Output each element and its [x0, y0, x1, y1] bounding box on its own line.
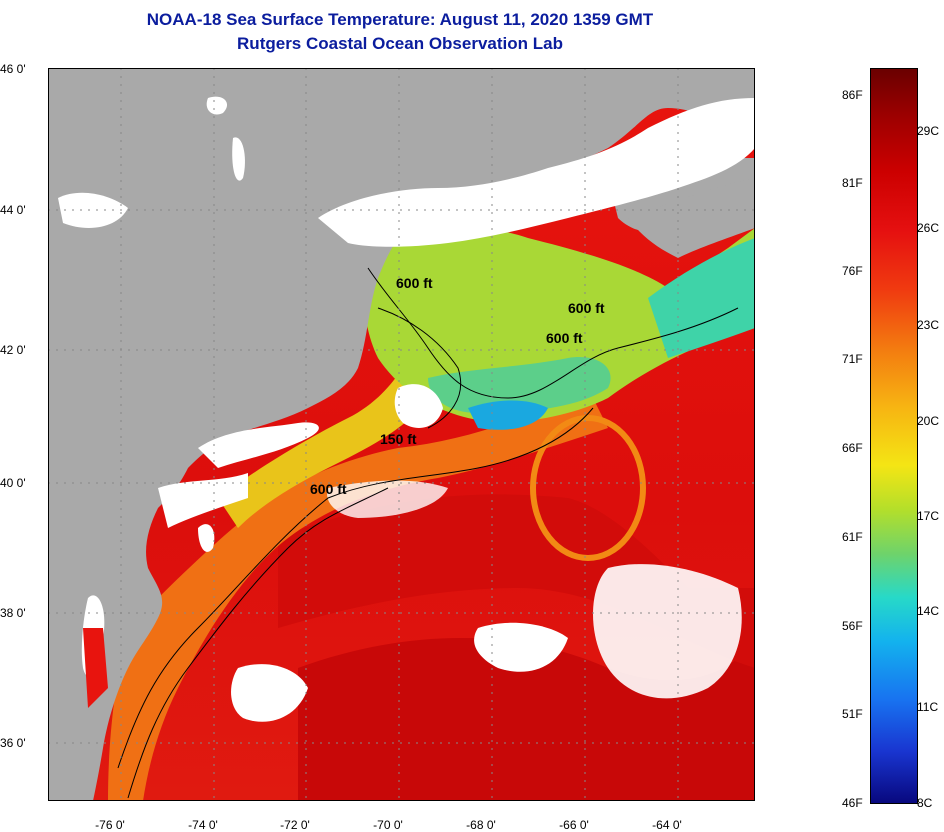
- lon-label-72: -72 0': [280, 818, 310, 832]
- lake-champlain: [232, 137, 245, 181]
- contour-600ft-gulf: [367, 267, 739, 399]
- colorbar-c-8: 8C: [917, 796, 933, 810]
- gulf-stream-core: [298, 628, 755, 801]
- lon-label-76: -76 0': [95, 818, 125, 832]
- lon-label-64: -64 0': [652, 818, 682, 832]
- sst-map: 600 ft 600 ft 600 ft 150 ft 600 ft: [48, 68, 755, 801]
- lake-ontario: [58, 192, 128, 228]
- colorbar-c-29: 29C: [917, 124, 940, 138]
- lat-label-42: 42 0': [0, 343, 26, 357]
- georges-bank-green: [428, 357, 611, 413]
- gulf-stream-band: [278, 494, 755, 668]
- chesapeake-warm: [83, 628, 108, 708]
- lat-label-38: 38 0': [0, 606, 26, 620]
- warm-core-eddy: [530, 415, 646, 561]
- cloud-cape-cod: [394, 384, 443, 428]
- contour-cape-cod: [377, 307, 462, 429]
- colorbar-f-51: 51F: [842, 707, 863, 721]
- map-subtitle: Rutgers Coastal Ocean Observation Lab: [237, 34, 563, 53]
- lat-label-40: 40 0': [0, 476, 26, 490]
- map-title: NOAA-18 Sea Surface Temperature: August …: [146, 10, 654, 29]
- colorbar-f-86: 86F: [842, 88, 863, 102]
- shelf-water-yellow: [218, 358, 428, 528]
- lat-label-44: 44 0': [0, 203, 26, 217]
- cloud-south: [231, 664, 308, 722]
- cloud-nj-coast: [158, 473, 248, 528]
- lake-1: [206, 96, 228, 115]
- scotian-shelf-cyan: [648, 238, 755, 358]
- nova-scotia-peninsula: [628, 178, 755, 258]
- lon-label-66: -66 0': [559, 818, 589, 832]
- colorbar-c-14: 14C: [917, 604, 940, 618]
- lon-label-68: -68 0': [466, 818, 496, 832]
- cool-water-blue: [468, 400, 548, 430]
- lat-label-36: 36 0': [0, 736, 26, 750]
- colorbar-f-56: 56F: [842, 619, 863, 633]
- colorbar-f-66: 66F: [842, 441, 863, 455]
- contour-600ft-south: [117, 407, 594, 769]
- colorbar-f-61: 61F: [842, 530, 863, 544]
- cloud-central: [474, 622, 568, 672]
- contour-label-600ft-4: 600 ft: [310, 481, 347, 497]
- temperature-colorbar: [870, 68, 918, 804]
- lat-label-46: 46 0': [0, 62, 26, 76]
- colorbar-c-20: 20C: [917, 414, 940, 428]
- grid-lines: [48, 68, 755, 801]
- cloud-east: [593, 564, 742, 699]
- lon-label-74: -74 0': [188, 818, 218, 832]
- colorbar-f-46: 46F: [842, 796, 863, 810]
- colorbar-c-11: 11C: [917, 700, 939, 714]
- contour-label-600ft-3: 600 ft: [546, 330, 583, 346]
- map-frame: [48, 68, 755, 801]
- delaware-bay: [198, 524, 215, 552]
- cloud-gulf-of-maine-north: [318, 98, 755, 247]
- north-america-land: [48, 68, 755, 801]
- cloud-shelf-break: [327, 480, 448, 518]
- colorbar-c-23: 23C: [917, 318, 940, 332]
- colorbar-c-26: 26C: [917, 221, 940, 235]
- cloud-long-island: [198, 422, 319, 468]
- sst-map-canvas: 600 ft 600 ft 600 ft 150 ft 600 ft: [48, 68, 755, 801]
- contour-150ft-shelf: [127, 487, 389, 799]
- contour-label-150ft: 150 ft: [380, 431, 417, 447]
- colorbar-f-76: 76F: [842, 264, 863, 278]
- colorbar-f-71: 71F: [842, 352, 863, 366]
- contour-label-600ft-1: 600 ft: [396, 275, 433, 291]
- lon-label-70: -70 0': [373, 818, 403, 832]
- contour-label-600ft-2: 600 ft: [568, 300, 605, 316]
- colorbar-c-17: 17C: [917, 509, 940, 523]
- colorbar-f-81: 81F: [842, 176, 863, 190]
